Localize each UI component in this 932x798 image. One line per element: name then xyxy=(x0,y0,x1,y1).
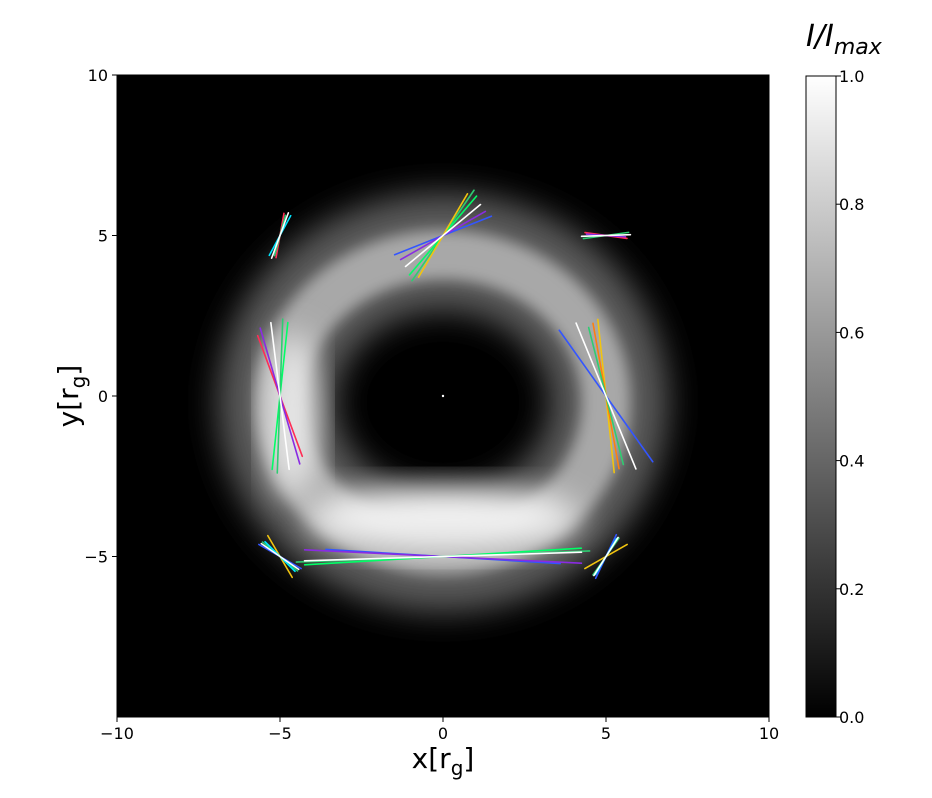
colorbar-tick-label: 0.4 xyxy=(839,452,864,471)
colorbar-tick-label: 0.6 xyxy=(839,323,864,342)
colorbar-tick-label: 0.2 xyxy=(839,580,864,599)
x-axis-label: x[rg] xyxy=(412,742,475,780)
stick-group xyxy=(258,534,302,579)
stick-group xyxy=(558,318,654,474)
colorbar: 1.0 0.8 0.6 0.4 0.2 0.0 I/Imax xyxy=(805,19,883,727)
polarization-sticks xyxy=(256,189,654,580)
stick-group xyxy=(393,189,493,282)
stick-group xyxy=(584,533,628,580)
colorbar-tick-label: 0.0 xyxy=(839,708,864,727)
stick-group xyxy=(295,547,591,566)
polarization-stick xyxy=(270,212,290,259)
colorbar-tick-label: 0.8 xyxy=(839,195,864,214)
y-tick-label: 0 xyxy=(98,387,108,406)
polarization-stick xyxy=(593,536,619,577)
y-axis-ticks: 10 5 0 −5 xyxy=(84,66,117,567)
x-tick-label: −10 xyxy=(100,724,134,743)
y-tick-label: 10 xyxy=(88,66,108,85)
x-tick-label: 10 xyxy=(759,724,779,743)
y-tick-label: 5 xyxy=(98,227,108,246)
polarization-stick xyxy=(260,542,300,571)
polarization-stick xyxy=(580,233,632,238)
y-axis-label: y[rg] xyxy=(52,365,90,428)
polarization-stick xyxy=(303,551,583,562)
plot-area xyxy=(116,74,770,718)
stick-group xyxy=(268,212,292,259)
x-tick-label: −5 xyxy=(268,724,292,743)
ring-bright-bottom xyxy=(306,485,580,551)
x-tick-label: 0 xyxy=(438,724,448,743)
polarization-stick xyxy=(575,322,637,470)
x-axis-ticks: −10 −5 0 5 10 xyxy=(100,717,779,743)
stick-group xyxy=(580,231,632,240)
colorbar-gradient xyxy=(805,75,837,718)
center-marker xyxy=(441,394,445,398)
polarization-stick xyxy=(404,203,482,268)
stick-group xyxy=(256,318,304,474)
colorbar-tick-label: 1.0 xyxy=(839,67,864,86)
colorbar-label: I/Imax xyxy=(806,19,883,60)
y-tick-label: −5 xyxy=(84,548,108,567)
polarization-stick xyxy=(270,321,290,471)
x-tick-label: 5 xyxy=(601,724,611,743)
colorbar-ticks: 1.0 0.8 0.6 0.4 0.2 0.0 xyxy=(836,67,864,727)
